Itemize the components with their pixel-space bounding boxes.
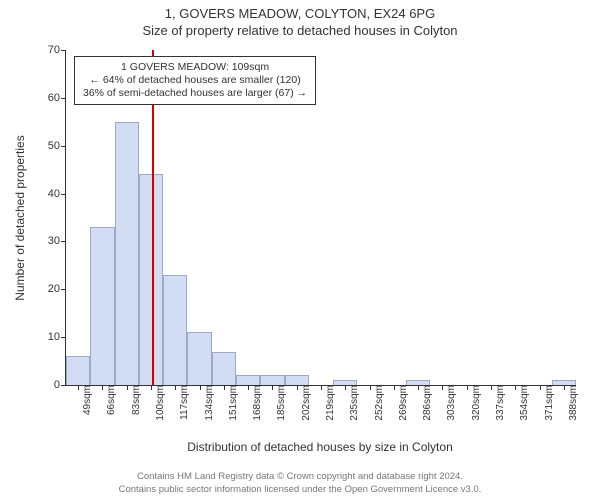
title-main: 1, GOVERS MEADOW, COLYTON, EX24 6PG [0, 0, 600, 21]
xtick-mark [127, 385, 128, 390]
xtick-label: 371sqm [544, 385, 555, 421]
xtick-label: 219sqm [325, 385, 336, 421]
footer-line-2: Contains public sector information licen… [0, 484, 600, 496]
xtick-label: 235sqm [349, 385, 360, 421]
xtick-mark [175, 385, 176, 390]
xtick-label: 388sqm [568, 385, 579, 421]
title-sub: Size of property relative to detached ho… [0, 21, 600, 38]
histogram-plot: 01020304050607049sqm66sqm83sqm100sqm117s… [65, 50, 576, 386]
xtick-mark [418, 385, 419, 390]
bar [163, 275, 187, 385]
bar [212, 352, 236, 386]
ytick-label: 60 [48, 92, 66, 104]
xtick-mark [224, 385, 225, 390]
xtick-label: 49sqm [82, 385, 93, 415]
annotation-line: ← 64% of detached houses are smaller (12… [83, 74, 307, 87]
y-axis-label: Number of detached properties [13, 135, 27, 300]
bar [66, 356, 90, 385]
xtick-mark [248, 385, 249, 390]
ytick-label: 40 [48, 188, 66, 200]
xtick-label: 337sqm [495, 385, 506, 421]
annotation-line: 1 GOVERS MEADOW: 109sqm [83, 61, 307, 74]
x-axis-label: Distribution of detached houses by size … [187, 440, 452, 454]
ytick-label: 30 [48, 235, 66, 247]
xtick-label: 354sqm [519, 385, 530, 421]
annotation-line: 36% of semi-detached houses are larger (… [83, 87, 307, 100]
xtick-label: 117sqm [179, 385, 190, 420]
xtick-label: 100sqm [155, 385, 166, 421]
xtick-mark [394, 385, 395, 390]
ytick-label: 50 [48, 140, 66, 152]
xtick-label: 320sqm [471, 385, 482, 421]
xtick-label: 286sqm [422, 385, 433, 421]
footer-line-1: Contains HM Land Registry data © Crown c… [0, 471, 600, 483]
bar [115, 122, 139, 385]
xtick-mark [540, 385, 541, 390]
xtick-label: 269sqm [398, 385, 409, 421]
bar [90, 227, 114, 385]
xtick-mark [564, 385, 565, 390]
xtick-label: 168sqm [252, 385, 263, 421]
xtick-label: 66sqm [106, 385, 117, 415]
bar [260, 375, 284, 385]
xtick-mark [297, 385, 298, 390]
ytick-label: 10 [48, 331, 66, 343]
xtick-mark [467, 385, 468, 390]
bar [285, 375, 309, 385]
bar [187, 332, 211, 385]
xtick-mark [78, 385, 79, 390]
xtick-mark [321, 385, 322, 390]
xtick-mark [200, 385, 201, 390]
xtick-mark [272, 385, 273, 390]
xtick-mark [442, 385, 443, 390]
ytick-label: 20 [48, 283, 66, 295]
xtick-mark [370, 385, 371, 390]
annotation-box: 1 GOVERS MEADOW: 109sqm← 64% of detached… [74, 56, 316, 105]
xtick-mark [151, 385, 152, 390]
xtick-mark [102, 385, 103, 390]
bar [236, 375, 260, 385]
xtick-label: 303sqm [446, 385, 457, 421]
xtick-label: 185sqm [276, 385, 287, 421]
xtick-mark [345, 385, 346, 390]
xtick-label: 134sqm [204, 385, 215, 421]
footer: Contains HM Land Registry data © Crown c… [0, 471, 600, 496]
ytick-label: 70 [48, 44, 66, 56]
xtick-label: 151sqm [228, 385, 239, 421]
xtick-label: 83sqm [131, 385, 142, 415]
xtick-mark [491, 385, 492, 390]
ytick-label: 0 [54, 379, 66, 391]
xtick-label: 202sqm [301, 385, 312, 421]
xtick-label: 252sqm [374, 385, 385, 421]
xtick-mark [515, 385, 516, 390]
